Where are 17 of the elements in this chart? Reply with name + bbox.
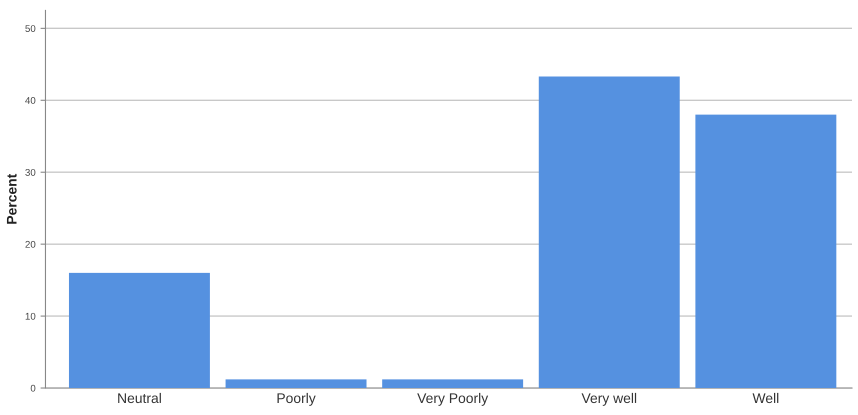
y-tick-label: 40 [25, 97, 36, 104]
bar [226, 379, 367, 388]
y-tick-label: 50 [25, 25, 36, 32]
x-tick-label: Very well [582, 392, 636, 406]
bar [695, 114, 836, 388]
x-tick-label: Very Poorly [417, 392, 488, 406]
y-axis-title: Percent [6, 174, 17, 224]
x-tick-label: Poorly [278, 392, 316, 406]
y-tick-label: 0 [30, 384, 36, 392]
y-tick-label: 20 [25, 240, 36, 248]
x-tick-label: Neutral [118, 392, 161, 404]
bar [68, 272, 210, 388]
x-tick-label: Well [752, 392, 778, 404]
bar [382, 379, 524, 388]
bar [538, 76, 680, 388]
y-tick-label: 30 [25, 168, 36, 176]
y-tick-label: 10 [26, 312, 36, 320]
